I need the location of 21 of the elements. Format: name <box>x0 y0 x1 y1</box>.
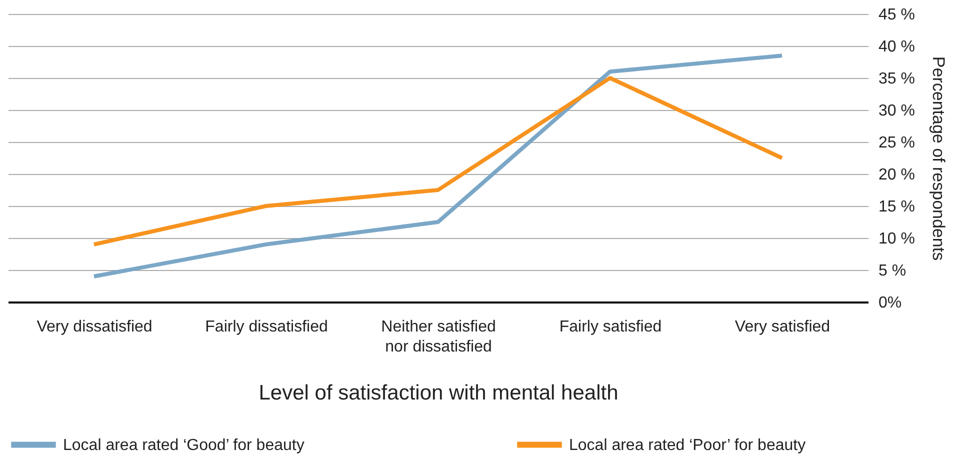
y-axis-title: Percentage of respondents <box>928 56 948 261</box>
y-tick-label: 0% <box>878 294 902 312</box>
y-tick-label: 10 % <box>878 230 915 248</box>
y-tick-label: 20 % <box>878 166 915 184</box>
y-tick-label: 30 % <box>878 102 915 120</box>
y-tick-label: 5 % <box>878 262 906 280</box>
legend-label: Local area rated ‘Good’ for beauty <box>63 436 304 454</box>
y-tick-label: 25 % <box>878 134 915 152</box>
x-tick-label: Neither satisfied nor dissatisfied <box>381 318 496 356</box>
line-series <box>92 54 784 278</box>
y-tick-label: 15 % <box>878 198 915 216</box>
x-axis-title: Level of satisfaction with mental health <box>258 382 618 404</box>
x-tick-label: Very satisfied <box>734 318 830 336</box>
x-tick-label: Fairly satisfied <box>559 318 662 336</box>
line-series <box>92 76 784 246</box>
y-tick-label: 35 % <box>878 70 915 88</box>
y-tick-label: 45 % <box>878 6 915 24</box>
x-tick-label: Very dissatisfied <box>36 318 152 336</box>
y-tick-label: 40 % <box>878 38 915 56</box>
legend-label: Local area rated ‘Poor’ for beauty <box>569 436 806 454</box>
x-tick-label: Fairly dissatisfied <box>205 318 328 336</box>
